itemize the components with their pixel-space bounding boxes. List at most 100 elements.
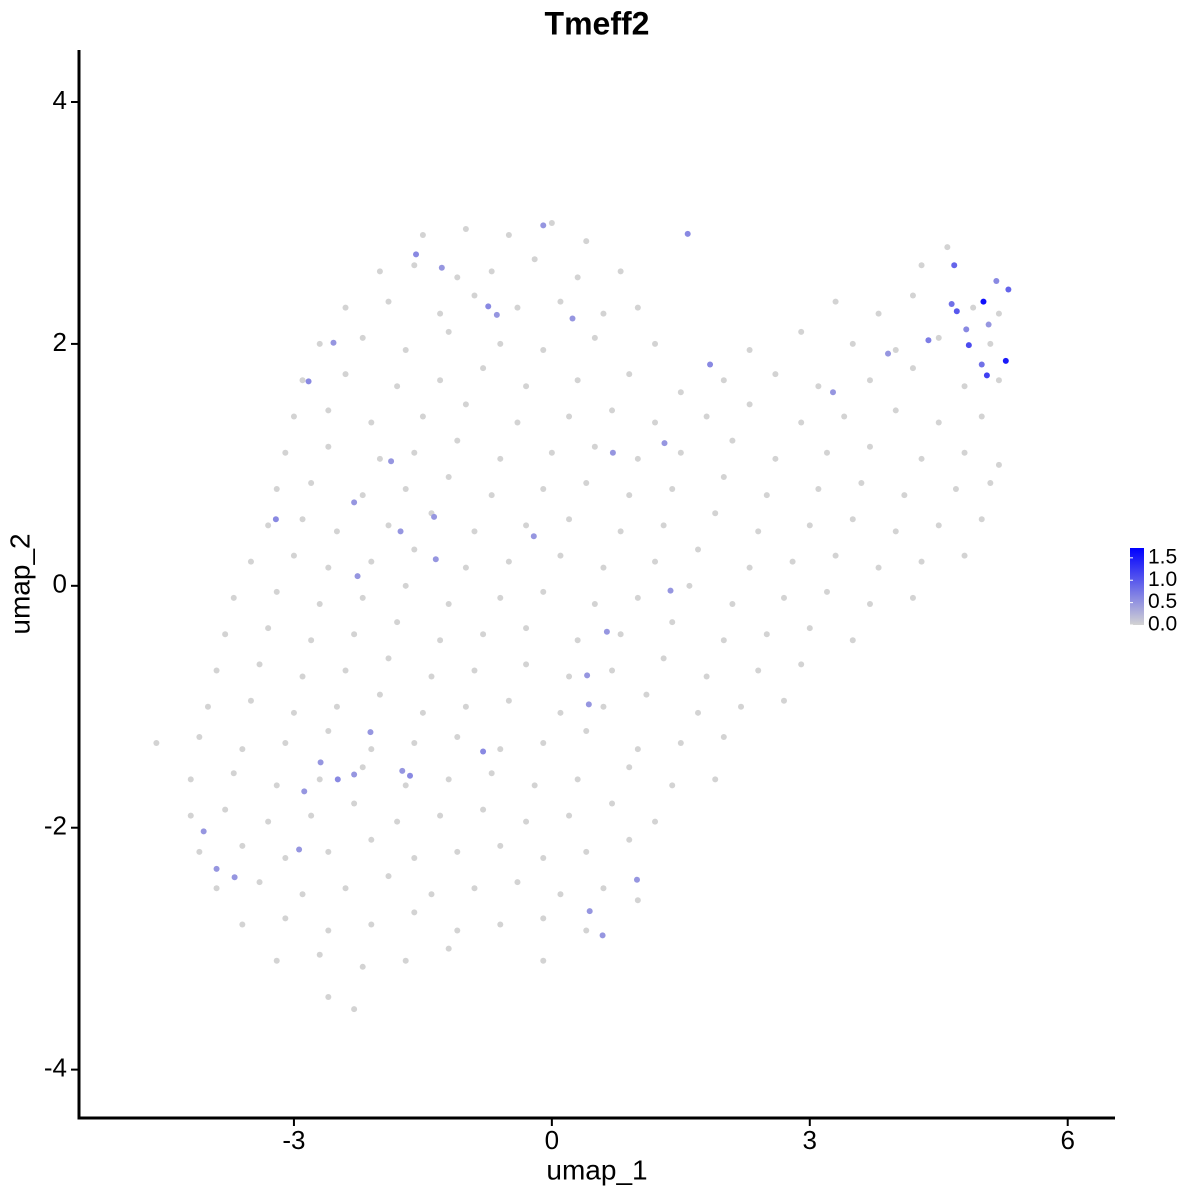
expressing-cell-point: [351, 771, 358, 778]
cell-point: [471, 885, 478, 892]
cell-point: [866, 443, 873, 450]
cell-point: [471, 292, 478, 299]
cell-point: [849, 340, 856, 347]
cell-point: [394, 619, 401, 626]
cell-point: [402, 346, 409, 353]
cell-point: [437, 637, 444, 644]
cell-point: [411, 449, 418, 456]
cell-point: [256, 661, 263, 668]
cell-point: [995, 377, 1002, 384]
cell-point: [574, 377, 581, 384]
cell-point: [944, 244, 951, 251]
cell-point: [849, 516, 856, 523]
cell-point: [308, 480, 315, 487]
cell-point: [583, 727, 590, 734]
cell-point: [548, 219, 555, 226]
cell-point: [514, 304, 521, 311]
cell-point: [669, 486, 676, 493]
expressing-cell-point: [354, 573, 361, 580]
cell-point: [935, 419, 942, 426]
cell-point: [583, 848, 590, 855]
cell-point: [806, 625, 813, 632]
cell-point: [634, 455, 641, 462]
cell-point: [583, 480, 590, 487]
y-tick-label: 4: [53, 85, 67, 115]
cell-point: [351, 800, 358, 807]
cell-point: [755, 667, 762, 674]
cell-point: [729, 437, 736, 444]
cell-point: [626, 371, 633, 378]
cell-point: [411, 909, 418, 916]
cell-point: [909, 365, 916, 372]
cell-point: [282, 915, 289, 922]
expressing-cell-point: [584, 672, 591, 679]
cell-point: [273, 957, 280, 964]
cell-point: [557, 552, 564, 559]
cell-point: [987, 480, 994, 487]
cell-point: [634, 594, 641, 601]
cell-point: [935, 522, 942, 529]
cell-point: [437, 377, 444, 384]
cell-point: [368, 836, 375, 843]
cell-point: [695, 709, 702, 716]
cell-point: [411, 546, 418, 553]
expressing-cell-point: [317, 759, 324, 766]
expressing-cell-point: [885, 350, 892, 357]
cell-point: [918, 262, 925, 269]
cell-point: [230, 770, 237, 777]
cell-point: [540, 915, 547, 922]
expressing-cell-point: [585, 701, 592, 708]
cell-point: [789, 558, 796, 565]
cell-point: [823, 588, 830, 595]
cell-point: [471, 667, 478, 674]
cell-point: [600, 703, 607, 710]
expressing-cell-point: [569, 315, 576, 322]
cell-point: [325, 727, 332, 734]
cell-point: [351, 1006, 358, 1013]
expressing-cell-point: [599, 932, 606, 939]
cell-point: [660, 522, 667, 529]
expressing-cell-point: [661, 440, 668, 447]
cell-point: [987, 340, 994, 347]
cell-point: [909, 292, 916, 299]
y-tick-label: 0: [53, 569, 67, 599]
cell-point: [273, 486, 280, 493]
cell-point: [600, 564, 607, 571]
cell-point: [222, 806, 229, 813]
cell-point: [247, 697, 254, 704]
cell-point: [428, 673, 435, 680]
cell-point: [402, 486, 409, 493]
cell-point: [652, 419, 659, 426]
expressing-cell-point: [586, 908, 593, 915]
cell-point: [652, 340, 659, 347]
y-axis-title: umap_2: [4, 533, 35, 634]
cell-point: [316, 340, 323, 347]
cell-point: [256, 879, 263, 886]
cell-point: [738, 703, 745, 710]
cell-point: [617, 528, 624, 535]
expressing-cell-point: [397, 528, 404, 535]
cell-point: [686, 582, 693, 589]
cell-point: [419, 709, 426, 716]
cell-point: [531, 782, 538, 789]
expressing-cell-point: [983, 372, 990, 379]
expressing-cell-point: [399, 767, 406, 774]
expressing-cell-point: [200, 828, 207, 835]
cell-point: [325, 994, 332, 1001]
cell-point: [523, 625, 530, 632]
cell-point: [609, 407, 616, 414]
cell-point: [376, 455, 383, 462]
cell-point: [385, 522, 392, 529]
cell-point: [591, 600, 598, 607]
cell-point: [566, 812, 573, 819]
cell-point: [445, 473, 452, 480]
cell-point: [368, 558, 375, 565]
expressing-cell-point: [413, 251, 420, 258]
x-tick-label: 3: [803, 1125, 817, 1155]
cell-point: [282, 854, 289, 861]
cell-point: [213, 885, 220, 892]
cell-point: [634, 746, 641, 753]
cell-point: [462, 703, 469, 710]
cell-point: [798, 328, 805, 335]
expressing-cell-point: [231, 874, 238, 881]
